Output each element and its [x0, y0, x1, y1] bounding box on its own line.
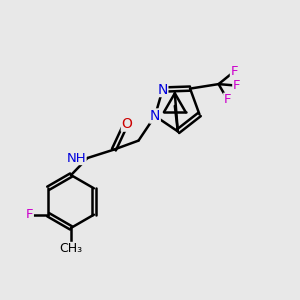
- Text: F: F: [224, 93, 231, 106]
- Text: CH₃: CH₃: [59, 242, 83, 255]
- Text: F: F: [230, 65, 238, 78]
- Text: NH: NH: [66, 152, 86, 164]
- Text: O: O: [122, 117, 132, 131]
- Text: N: N: [150, 109, 160, 123]
- Text: N: N: [158, 82, 168, 97]
- Text: F: F: [26, 208, 33, 221]
- Text: F: F: [233, 79, 240, 92]
